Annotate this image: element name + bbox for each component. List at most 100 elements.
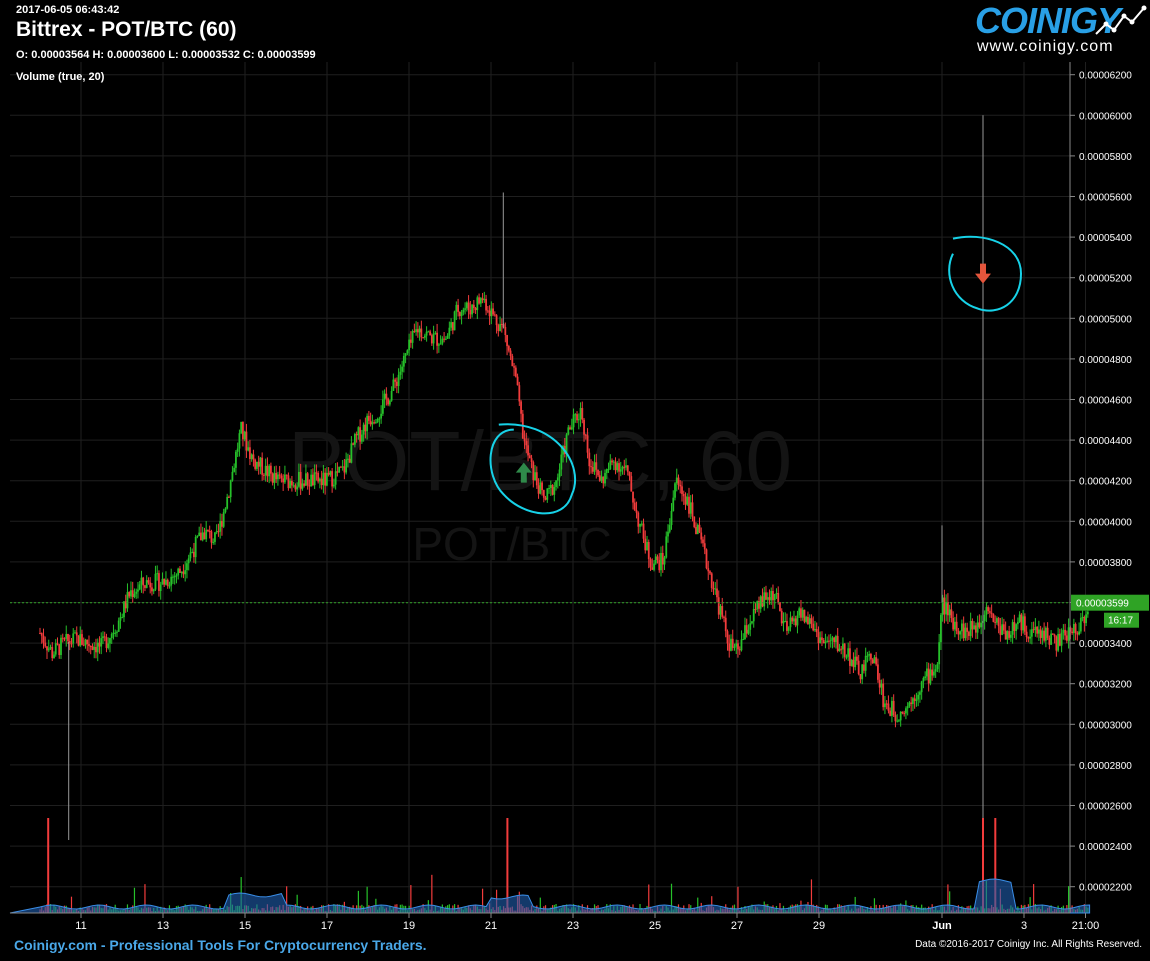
volume-indicator-label[interactable]: Volume (true, 20) xyxy=(16,71,105,83)
candle-body xyxy=(898,720,900,722)
candle-body xyxy=(292,485,295,487)
candle-body xyxy=(224,508,227,513)
candle-body xyxy=(304,473,307,486)
candle-body xyxy=(318,478,321,482)
candle-body xyxy=(1081,617,1084,619)
candle-body xyxy=(819,637,822,644)
candle-body xyxy=(432,334,435,344)
candle-body xyxy=(983,614,986,622)
candle-body xyxy=(207,529,209,531)
candle-body xyxy=(462,309,465,313)
candle-body xyxy=(616,463,619,471)
coinigy-logo[interactable]: COINIGY www.coinigy.com xyxy=(975,0,1150,58)
candle-body xyxy=(474,308,477,311)
candle-body xyxy=(145,580,148,588)
candle-body xyxy=(277,474,279,480)
candle-body xyxy=(346,458,349,460)
volume-bar xyxy=(296,894,298,913)
y-tick-label: 0.00005600 xyxy=(1079,193,1132,204)
candle-body xyxy=(784,621,787,623)
candle-body xyxy=(969,620,972,636)
candle-body xyxy=(1009,634,1012,638)
candle-body xyxy=(415,329,418,332)
candle-body xyxy=(423,335,426,338)
candle-body xyxy=(53,654,55,659)
candle-body xyxy=(705,549,708,569)
footer-tagline[interactable]: Coinigy.com - Professional Tools For Cry… xyxy=(14,937,427,953)
candle-body xyxy=(478,297,480,304)
candle-body xyxy=(406,350,409,354)
candle-body xyxy=(910,702,913,704)
candle-body xyxy=(611,460,613,463)
candle-body xyxy=(1078,631,1081,635)
candle-body xyxy=(451,322,454,331)
candle-body xyxy=(835,636,837,643)
candle-body xyxy=(367,415,370,421)
candle-body xyxy=(376,419,379,423)
last-price-label: 0.00003599 xyxy=(1076,599,1129,610)
candle-body xyxy=(1085,614,1088,624)
candle-body xyxy=(126,592,129,609)
candle-body xyxy=(516,376,519,386)
candle-body xyxy=(397,374,400,387)
candle-body xyxy=(523,438,526,442)
candle-body xyxy=(194,536,197,558)
candle-body xyxy=(112,632,115,635)
candle-body xyxy=(696,524,699,535)
candle-body xyxy=(44,642,47,647)
candle-body xyxy=(476,297,479,311)
candle-body xyxy=(348,458,351,463)
candle-body xyxy=(672,497,675,512)
candle-body xyxy=(716,588,718,598)
candle-body xyxy=(530,458,533,463)
candle-body xyxy=(81,634,83,645)
candle-body xyxy=(779,602,781,611)
candle-body xyxy=(962,623,965,639)
volume-ma-area xyxy=(9,878,1091,914)
candle-body xyxy=(885,703,888,705)
candle-body xyxy=(1079,617,1082,632)
candle-body xyxy=(170,576,173,586)
y-tick-label: 0.00002600 xyxy=(1079,802,1132,813)
candle-body xyxy=(1004,630,1007,640)
candle-body xyxy=(737,643,739,650)
candle-body xyxy=(215,531,218,533)
candle-body xyxy=(1072,624,1075,633)
candle-body xyxy=(649,559,652,568)
candle-body xyxy=(947,602,949,616)
candle-body xyxy=(152,589,155,592)
candle-body xyxy=(40,633,43,636)
candle-body xyxy=(1076,633,1079,635)
candle-body xyxy=(492,308,494,315)
candle-body xyxy=(927,668,930,684)
candle-body xyxy=(807,616,809,625)
candle-body xyxy=(156,573,159,575)
candle-body xyxy=(973,625,976,630)
candle-body xyxy=(263,474,265,476)
candle-body xyxy=(857,660,860,675)
volume-bar xyxy=(70,896,73,913)
candle-body xyxy=(460,312,463,317)
candle-body xyxy=(334,471,337,485)
candle-body xyxy=(381,399,384,414)
candle-body xyxy=(107,643,110,648)
candle-body xyxy=(121,617,124,619)
candle-body xyxy=(689,502,692,514)
candle-body xyxy=(945,602,948,615)
candle-body xyxy=(719,606,722,615)
candle-body xyxy=(271,473,274,483)
logo-url: www.coinigy.com xyxy=(977,38,1114,55)
candle-body xyxy=(1058,633,1061,646)
candle-body xyxy=(847,648,850,657)
candle-body xyxy=(310,474,313,487)
annotation-circle xyxy=(489,423,577,515)
candle-body xyxy=(632,491,634,503)
candle-body xyxy=(702,539,704,544)
candle-body xyxy=(917,694,920,700)
candle-body xyxy=(742,639,745,641)
candle-body xyxy=(481,298,484,301)
candle-body xyxy=(555,480,557,487)
candle-body xyxy=(644,538,647,551)
candle-body xyxy=(967,631,970,636)
